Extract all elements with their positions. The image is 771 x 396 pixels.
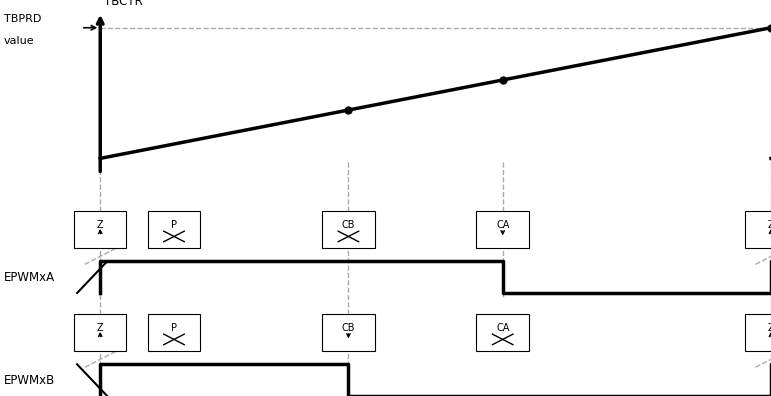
Text: EPWMxA: EPWMxA bbox=[4, 271, 55, 284]
Bar bbox=[745, 314, 771, 352]
Text: Z: Z bbox=[97, 323, 103, 333]
Bar bbox=[322, 211, 375, 249]
Text: Z: Z bbox=[97, 220, 103, 230]
Bar bbox=[745, 211, 771, 249]
Text: P: P bbox=[171, 323, 177, 333]
Bar bbox=[74, 314, 126, 352]
Text: Z: Z bbox=[768, 323, 771, 333]
Text: CB: CB bbox=[342, 323, 355, 333]
Text: value: value bbox=[4, 36, 35, 46]
Text: EPWMxB: EPWMxB bbox=[4, 374, 55, 386]
Text: TBPRD: TBPRD bbox=[4, 14, 41, 24]
Bar bbox=[74, 211, 126, 249]
Bar bbox=[476, 211, 529, 249]
Text: TBCTR: TBCTR bbox=[104, 0, 143, 8]
Text: Z: Z bbox=[768, 220, 771, 230]
Bar bbox=[322, 314, 375, 352]
Text: CA: CA bbox=[496, 220, 510, 230]
Text: CB: CB bbox=[342, 220, 355, 230]
Bar bbox=[476, 314, 529, 352]
Text: CA: CA bbox=[496, 323, 510, 333]
Bar bbox=[148, 314, 200, 352]
Text: P: P bbox=[171, 220, 177, 230]
Bar bbox=[148, 211, 200, 249]
